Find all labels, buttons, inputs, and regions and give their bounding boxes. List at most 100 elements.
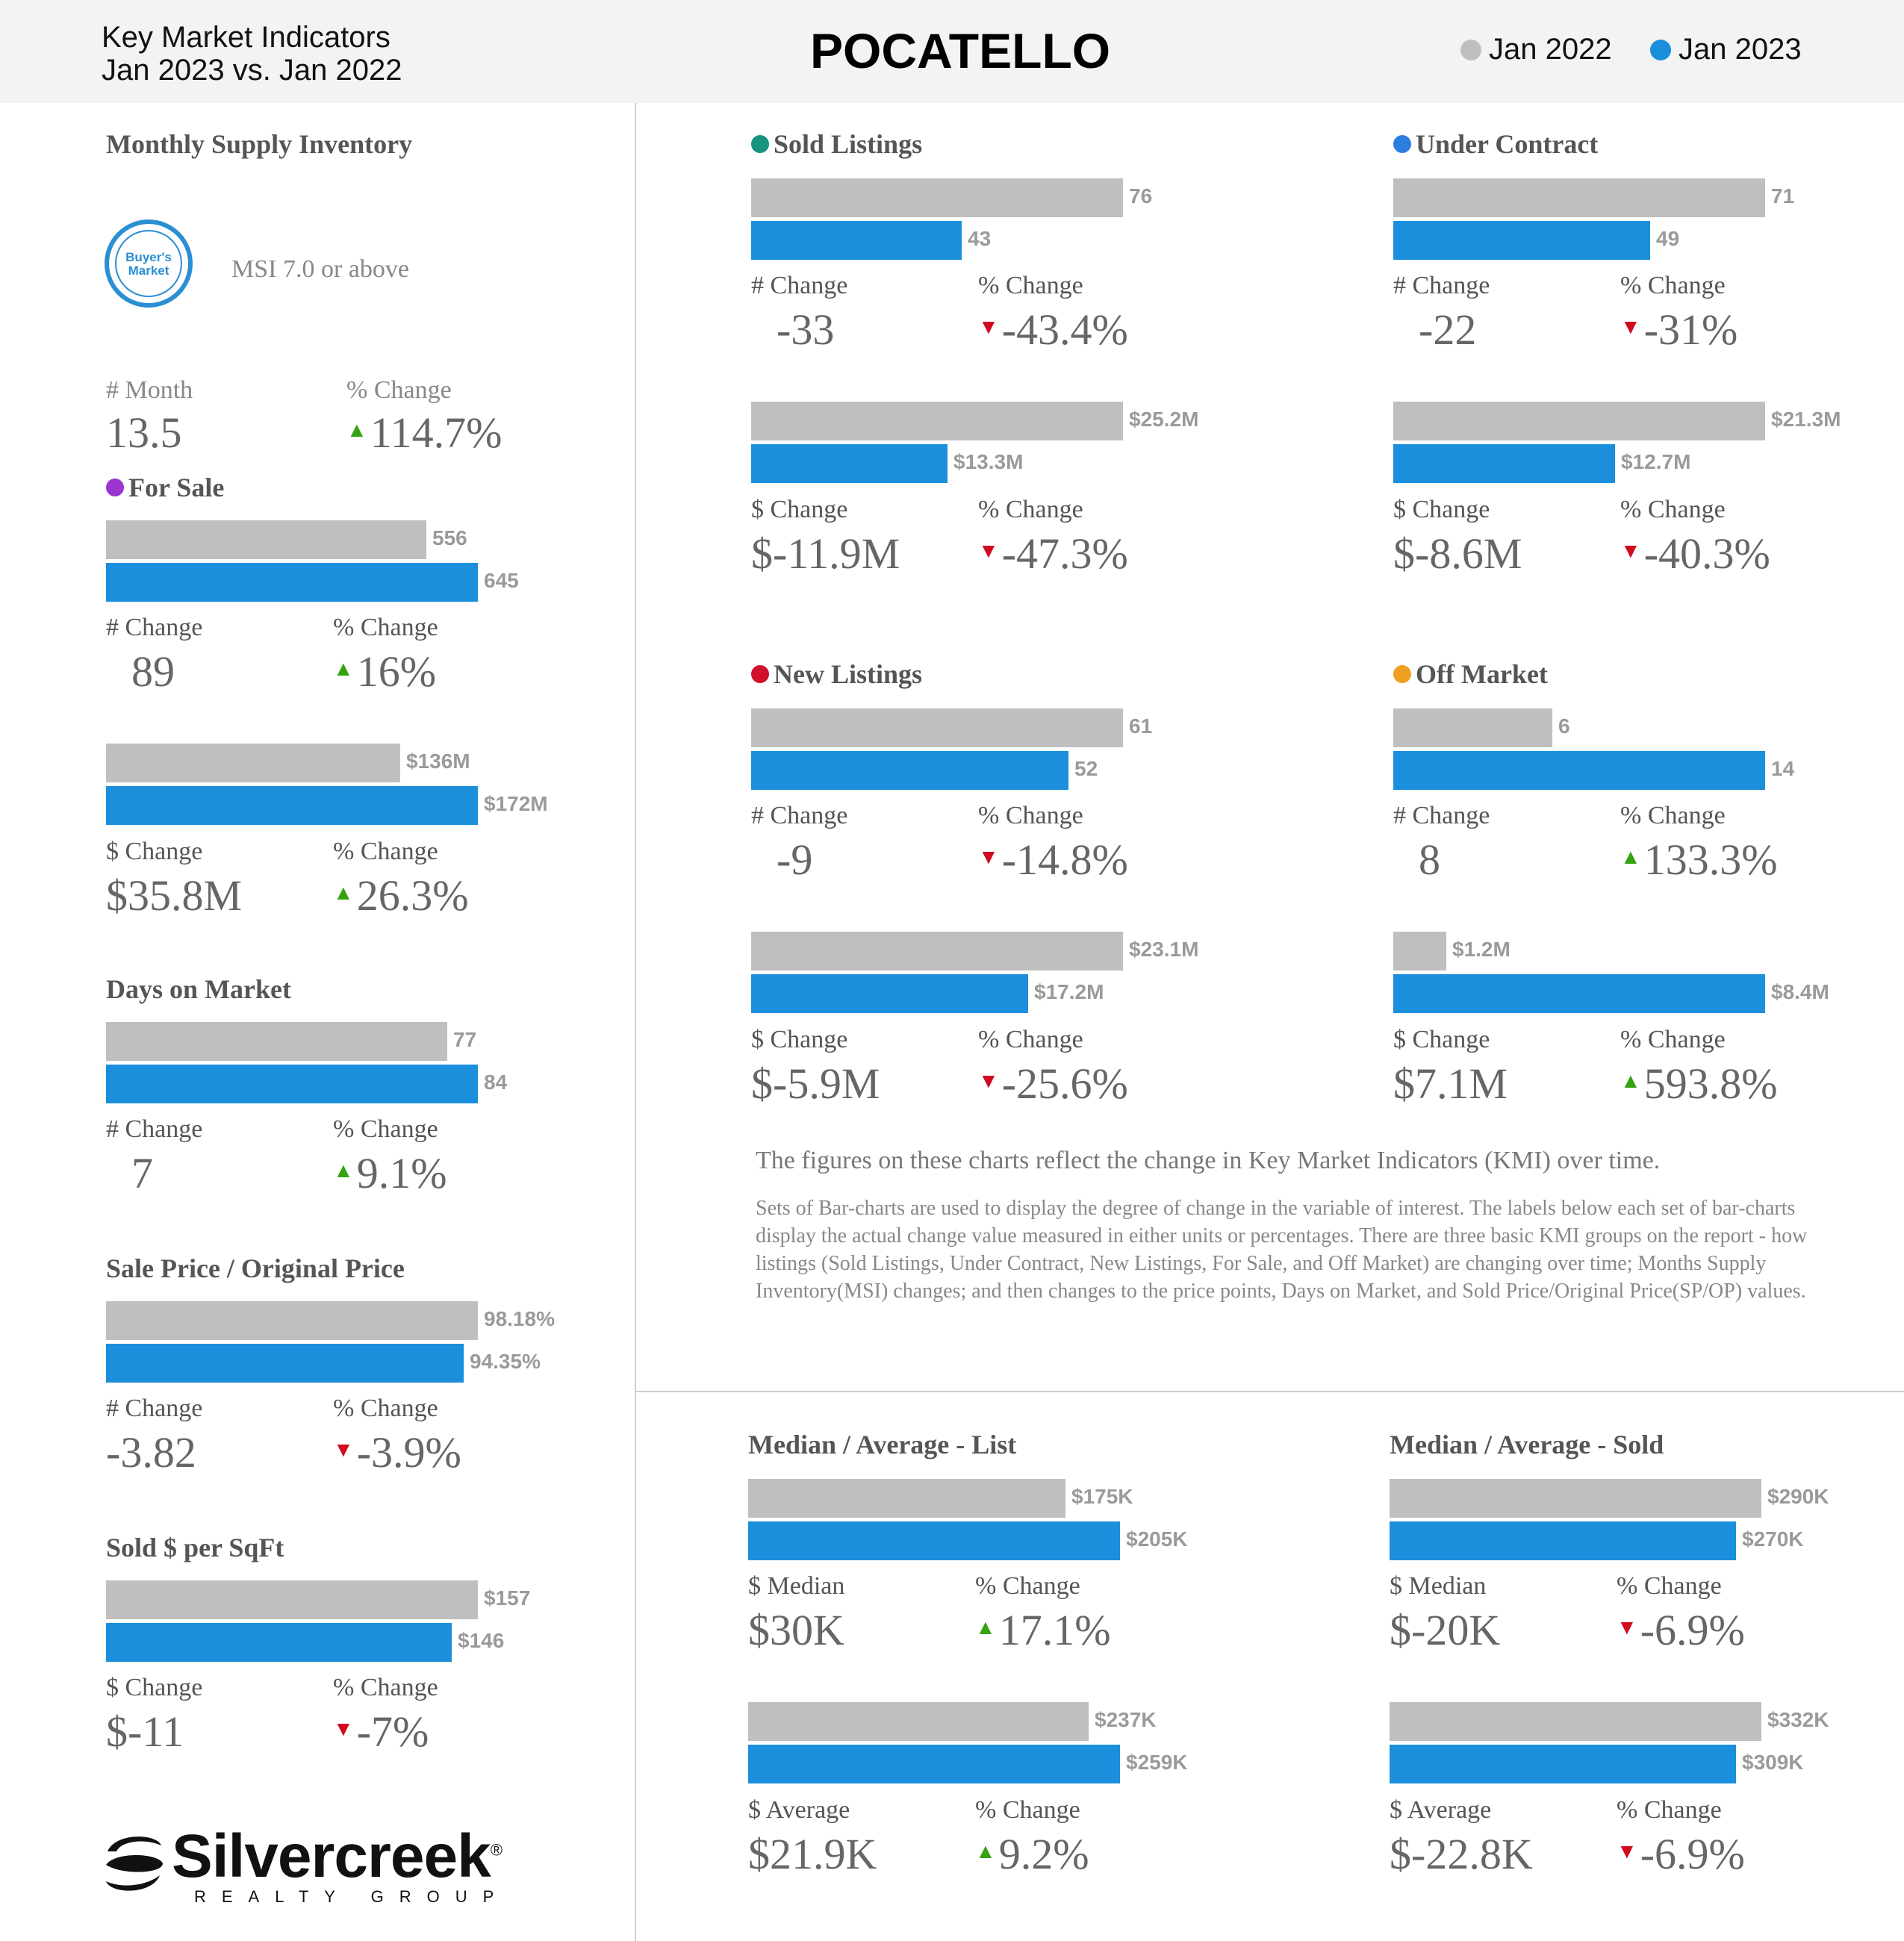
uc-dollar-pct-text: -40.3% (1643, 529, 1770, 578)
sqft-bar-jan-2022 (106, 1580, 478, 1619)
uc-count-bar-label-jan-2023: 49 (1656, 227, 1680, 250)
new-count-change-label: # Change (751, 802, 848, 829)
down-arrow-icon: ▼ (978, 846, 999, 869)
sold-average-bar-label-jan-2022: $332K (1767, 1708, 1829, 1731)
for-sale-count-bar-label-jan-2022: 556 (432, 526, 467, 549)
sold-average-change-label: $ Average (1390, 1796, 1492, 1824)
new-count-title: New Listings (751, 658, 922, 690)
uc-count-change-value: -22 (1419, 305, 1477, 354)
logo-wordmark: Silvercreek® (172, 1822, 503, 1892)
uc-count-title: Under Contract (1393, 128, 1598, 160)
days-on-market-pct-text: 9.1% (356, 1149, 447, 1197)
sold-dollar-bar-jan-2022 (751, 402, 1123, 440)
new-dollar-change-label: $ Change (751, 1026, 848, 1053)
sold-count-pct-value: ▼-43.4% (978, 305, 1128, 355)
for-sale-dollar-pct-text: 26.3% (356, 871, 469, 920)
sold-median-bar-jan-2022 (1390, 1479, 1761, 1518)
new-dollar-bar-jan-2023 (751, 974, 1028, 1013)
off-dollar-bar-jan-2022 (1393, 932, 1446, 970)
new-dollar-bar-label-jan-2022: $23.1M (1129, 938, 1199, 961)
off-count-bar-jan-2022 (1393, 708, 1552, 747)
legend-label: Jan 2023 (1679, 33, 1802, 66)
sp-op-change-value: -3.82 (106, 1428, 196, 1477)
for-sale-dollar-pct-label: % Change (333, 838, 438, 865)
for-sale-count-change-value: 89 (131, 647, 175, 696)
sold-dollar-bar-label-jan-2023: $13.3M (953, 450, 1024, 473)
list-median-bar-label-jan-2023: $205K (1126, 1527, 1188, 1551)
badge-line2: Market (128, 264, 169, 278)
sp-op-change-label: # Change (106, 1395, 203, 1422)
uc-count-change-label: # Change (1393, 272, 1490, 299)
off-count-dot-icon (1393, 665, 1411, 683)
off-count-change-label: # Change (1393, 802, 1490, 829)
sold-median-pct-text: -6.9% (1640, 1606, 1745, 1654)
for-sale-count-change-label: # Change (106, 614, 203, 641)
sold-median-pct-label: % Change (1617, 1572, 1722, 1600)
days-on-market-bar-jan-2022 (106, 1022, 447, 1061)
new-count-bar-jan-2023 (751, 751, 1068, 790)
badge-inner-ring: Buyer's Market (115, 230, 182, 297)
logo-wordmark-text: Silvercreek (172, 1822, 491, 1890)
uc-dollar-change-label: $ Change (1393, 496, 1490, 523)
sold-average-change-value: $-22.8K (1390, 1830, 1533, 1878)
sold-average-pct-text: -6.9% (1640, 1830, 1745, 1878)
msi-pct-text: 114.7% (370, 408, 503, 457)
list-median-bar-label-jan-2022: $175K (1071, 1485, 1133, 1508)
for-sale-count-pct-label: % Change (333, 614, 438, 641)
list-median-change-value: $30K (748, 1606, 844, 1654)
off-dollar-change-value: $7.1M (1393, 1059, 1508, 1108)
msi-month-label: # Month (106, 376, 193, 404)
off-count-pct-label: % Change (1620, 802, 1726, 829)
legend-jan-2022: Jan 2022 (1460, 33, 1612, 66)
up-arrow-icon: ▲ (346, 419, 367, 442)
for-sale-count-dot-icon (106, 479, 124, 496)
for-sale-count-title: For Sale (106, 472, 224, 503)
uc-dollar-bar-label-jan-2022: $21.3M (1771, 408, 1841, 431)
city-name: POCATELLO (810, 23, 1111, 78)
off-count-title-text: Off Market (1416, 659, 1548, 689)
down-arrow-icon: ▼ (1617, 1840, 1637, 1863)
sold-average-bar-label-jan-2023: $309K (1742, 1751, 1804, 1774)
list-average-bar-jan-2023 (748, 1745, 1120, 1783)
off-count-title: Off Market (1393, 658, 1548, 690)
off-count-pct-text: 133.3% (1643, 835, 1778, 884)
days-on-market-title: Days on Market (106, 973, 291, 1005)
registered-mark: ® (490, 1840, 503, 1860)
legend-swatch-gray (1460, 40, 1481, 60)
msi-pct-value: ▲114.7% (346, 408, 502, 458)
uc-count-bar-jan-2023 (1393, 221, 1650, 260)
up-arrow-icon: ▲ (1620, 1070, 1641, 1093)
list-median-bar-jan-2023 (748, 1521, 1120, 1560)
new-count-pct-text: -14.8% (1001, 835, 1128, 884)
uc-count-pct-value: ▼-31% (1620, 305, 1737, 355)
sold-dollar-pct-label: % Change (978, 496, 1083, 523)
days-on-market-bar-label-jan-2023: 84 (484, 1071, 508, 1094)
column-divider (635, 103, 636, 1941)
sold-count-bar-label-jan-2023: 43 (968, 227, 992, 250)
sold-median-change-label: $ Median (1390, 1572, 1487, 1600)
silvercreek-logo: Silvercreek® REALTY GROUP (100, 1822, 518, 1911)
msi-pct-label: % Change (346, 376, 452, 404)
sp-op-bar-label-jan-2023: 94.35% (470, 1350, 541, 1373)
legend-jan-2023: Jan 2023 (1650, 33, 1802, 66)
msi-month-value: 13.5 (106, 408, 182, 457)
list-median-title-text: Median / Average - List (748, 1430, 1017, 1459)
for-sale-dollar-bar-jan-2022 (106, 744, 400, 782)
down-arrow-icon: ▼ (978, 540, 999, 563)
sold-dollar-change-value: $-11.9M (751, 529, 900, 578)
uc-count-bar-jan-2022 (1393, 178, 1765, 217)
list-average-pct-value: ▲9.2% (975, 1829, 1089, 1879)
sqft-pct-label: % Change (333, 1674, 438, 1701)
for-sale-dollar-bar-label-jan-2023: $172M (484, 792, 548, 815)
new-count-title-text: New Listings (774, 659, 923, 689)
for-sale-count-pct-value: ▲16% (333, 647, 436, 697)
swoosh-logo-icon (106, 1836, 163, 1891)
sqft-bar-jan-2023 (106, 1623, 452, 1662)
off-count-bar-label-jan-2022: 6 (1558, 714, 1570, 738)
sold-median-title-text: Median / Average - Sold (1390, 1430, 1664, 1459)
new-dollar-bar-label-jan-2023: $17.2M (1034, 980, 1104, 1003)
list-median-pct-label: % Change (975, 1572, 1080, 1600)
sp-op-bar-label-jan-2022: 98.18% (484, 1307, 555, 1330)
sqft-bar-label-jan-2022: $157 (484, 1586, 531, 1610)
uc-count-pct-text: -31% (1643, 305, 1738, 354)
